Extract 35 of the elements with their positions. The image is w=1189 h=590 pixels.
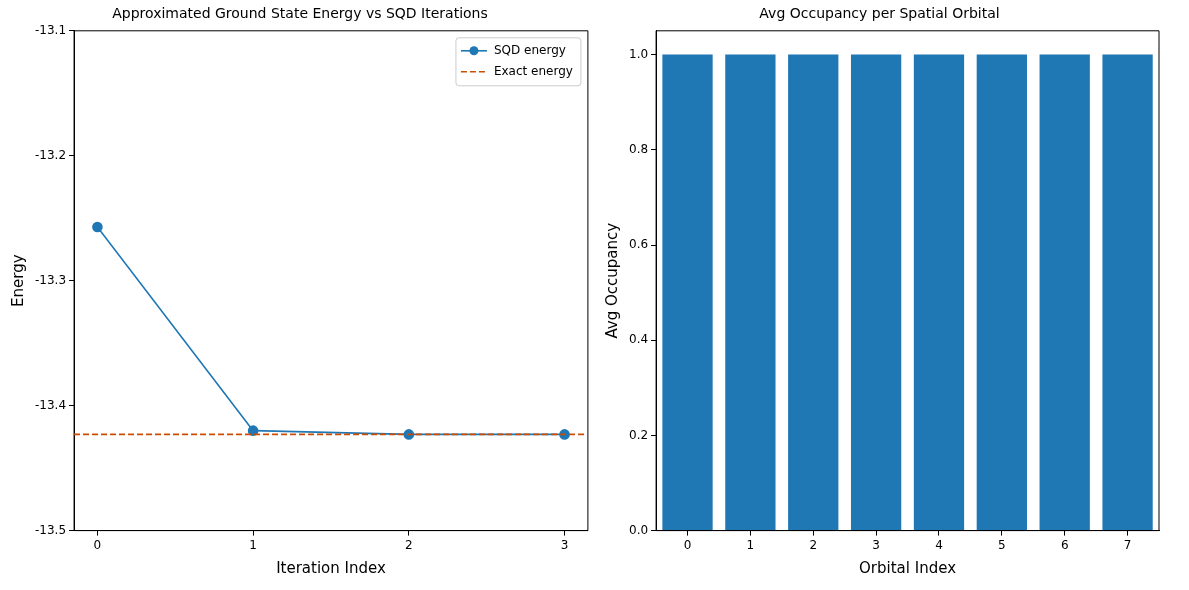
y-tick-label: 0.4 [628, 332, 649, 347]
x-tick-label: 1 [746, 537, 755, 552]
legend-label: SQD energy [493, 42, 566, 57]
x-tick-label: 3 [560, 537, 569, 552]
y-axis-title: Energy [8, 254, 27, 307]
y-tick-label: -13.2 [34, 147, 67, 162]
x-axis-title: Orbital Index [859, 558, 957, 577]
x-tick-label: 1 [249, 537, 257, 552]
point [403, 429, 415, 440]
x-tick-label: 7 [1123, 537, 1132, 552]
point [247, 425, 259, 436]
x-axis-title: Iteration Index [276, 558, 386, 577]
y-tick-label: -13.1 [34, 22, 67, 37]
x-tick-label: 0 [683, 537, 692, 552]
y-tick-label: 1.0 [628, 46, 649, 61]
y-tick-label: -13.5 [34, 522, 67, 537]
x-tick-label: 6 [1060, 537, 1069, 552]
x-tick-label: 3 [872, 537, 880, 552]
chart-title: Approximated Ground State Energy vs SQD Iterations [112, 5, 488, 22]
y-tick-label: -13.4 [34, 397, 67, 412]
chart-title: Avg Occupancy per Spatial Orbital [759, 5, 1000, 22]
x-tick-label: 2 [405, 537, 413, 552]
x-tick-label: 5 [998, 537, 1006, 552]
x-tick-label: 2 [809, 537, 818, 552]
point [559, 429, 570, 440]
point [92, 221, 103, 233]
x-tick-label: 4 [935, 537, 943, 552]
y-tick-label: 0.6 [628, 237, 649, 252]
y-axis-title: Avg Occupancy [602, 222, 621, 339]
y-tick-label: 0.0 [628, 522, 649, 537]
y-tick-label: 0.2 [628, 427, 649, 442]
y-tick-label: -13.3 [34, 272, 67, 287]
legend-label: Exact energy [493, 63, 573, 78]
y-tick-label: 0.8 [628, 141, 649, 156]
x-tick-label: 0 [93, 537, 102, 552]
